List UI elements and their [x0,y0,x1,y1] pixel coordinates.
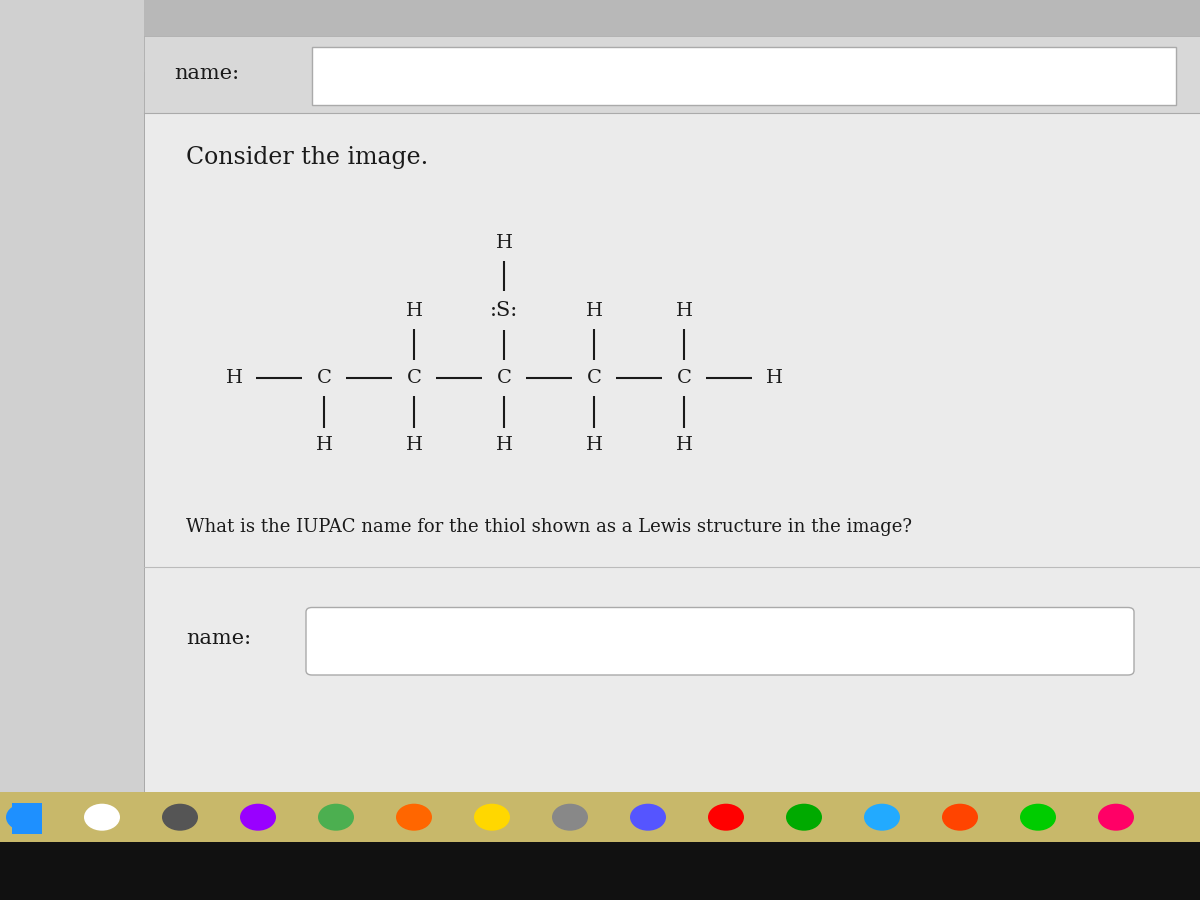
Text: C: C [677,369,691,387]
Circle shape [942,804,978,831]
FancyBboxPatch shape [312,47,1176,105]
FancyBboxPatch shape [306,608,1134,675]
Text: C: C [587,369,601,387]
Text: H: H [496,436,512,454]
Circle shape [1020,804,1056,831]
Text: H: H [496,234,512,252]
Bar [12,803,42,834]
Text: H: H [766,369,782,387]
Text: H: H [676,302,692,319]
Circle shape [786,804,822,831]
Circle shape [1098,804,1134,831]
Bar [0,0,144,900]
Text: H: H [586,302,602,319]
Circle shape [474,804,510,831]
Text: name:: name: [186,629,251,649]
Bar [0,792,1200,842]
Text: C: C [497,369,511,387]
Circle shape [708,804,744,831]
Text: H: H [586,436,602,454]
Text: Consider the image.: Consider the image. [186,146,428,169]
Text: C: C [407,369,421,387]
Text: What is the IUPAC name for the thiol shown as a Lewis structure in the image?: What is the IUPAC name for the thiol sho… [186,518,912,536]
Circle shape [630,804,666,831]
Text: H: H [316,436,332,454]
Circle shape [84,804,120,831]
Text: H: H [406,436,422,454]
Text: H: H [226,369,242,387]
Circle shape [240,804,276,831]
Circle shape [552,804,588,831]
Text: :S:: :S: [490,301,518,320]
Bar [144,36,1200,112]
Bar [0,842,1200,900]
Text: C: C [317,369,331,387]
Circle shape [396,804,432,831]
Text: name:: name: [174,64,239,84]
Circle shape [318,804,354,831]
Circle shape [162,804,198,831]
Circle shape [864,804,900,831]
Bar [144,72,1200,828]
Text: H: H [676,436,692,454]
Text: H: H [406,302,422,319]
Circle shape [6,804,42,831]
